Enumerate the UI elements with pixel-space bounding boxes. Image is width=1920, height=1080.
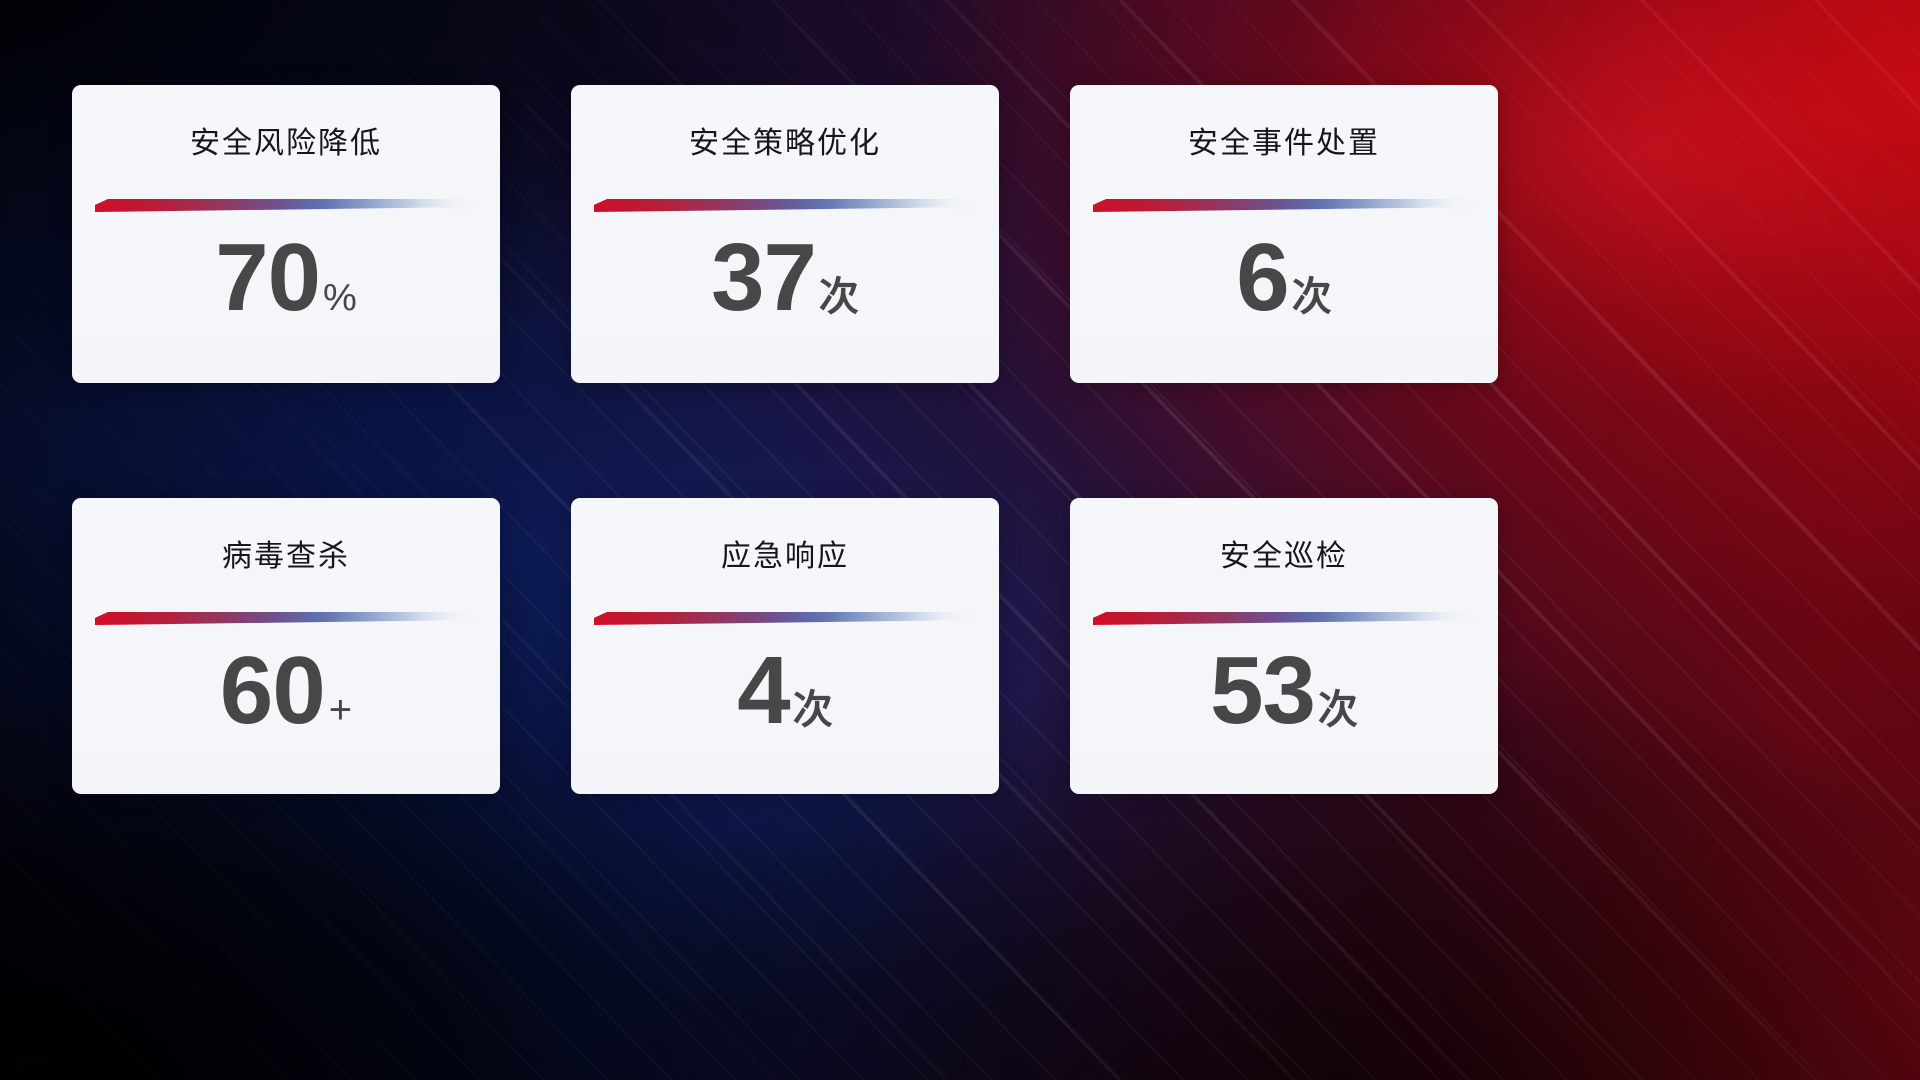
metric-suffix: 次 xyxy=(818,275,859,319)
metric-title: 安全事件处置 xyxy=(1188,127,1380,160)
metric-number: 60 xyxy=(219,637,326,744)
metric-value: 60 + xyxy=(220,643,352,739)
metric-card[interactable]: 安全风险降低 70 % xyxy=(72,85,500,383)
metric-number: 6 xyxy=(1236,224,1289,331)
accent-rule-fade xyxy=(95,612,477,625)
metric-card[interactable]: 病毒查杀 60 + xyxy=(72,498,500,794)
metric-card[interactable]: 应急响应 4 次 xyxy=(571,498,999,794)
metric-number: 70 xyxy=(215,224,321,331)
metric-value: 4 次 xyxy=(737,643,832,739)
accent-rule xyxy=(1093,612,1475,625)
accent-rule xyxy=(594,199,976,212)
accent-rule xyxy=(594,612,976,625)
metric-suffix: 次 xyxy=(792,688,833,732)
accent-rule-fade xyxy=(95,199,477,212)
accent-rule-fade xyxy=(1093,199,1475,212)
accent-rule-fade xyxy=(1093,612,1475,625)
metric-title: 安全风险降低 xyxy=(190,127,382,160)
metric-value: 6 次 xyxy=(1236,230,1331,326)
accent-rule xyxy=(95,612,477,625)
metric-title: 安全巡检 xyxy=(1220,540,1348,573)
metric-title: 安全策略优化 xyxy=(689,127,881,160)
metric-title: 应急响应 xyxy=(721,540,849,573)
metric-card-grid: 安全风险降低 70 % 安全策略优化 37 次 安全事件处置 6 次 xyxy=(72,85,1498,794)
metric-value: 53 次 xyxy=(1210,643,1358,739)
accent-rule xyxy=(95,199,477,212)
metric-value: 37 次 xyxy=(711,230,859,326)
metric-number: 37 xyxy=(711,224,817,331)
metric-suffix: 次 xyxy=(1291,275,1332,319)
metric-title: 病毒查杀 xyxy=(222,540,350,573)
metric-card[interactable]: 安全事件处置 6 次 xyxy=(1070,85,1498,383)
metric-card[interactable]: 安全策略优化 37 次 xyxy=(571,85,999,383)
metric-suffix: + xyxy=(328,688,353,732)
metric-suffix: % xyxy=(322,277,357,319)
metric-value: 70 % xyxy=(215,230,357,326)
metric-suffix: 次 xyxy=(1317,688,1358,732)
metric-number: 53 xyxy=(1210,637,1316,744)
metric-number: 4 xyxy=(737,637,790,744)
metric-card[interactable]: 安全巡检 53 次 xyxy=(1070,498,1498,794)
accent-rule-fade xyxy=(594,199,976,212)
accent-rule-fade xyxy=(594,612,976,625)
accent-rule xyxy=(1093,199,1475,212)
